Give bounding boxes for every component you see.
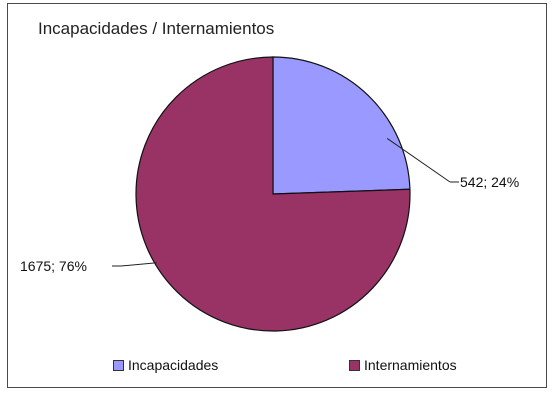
pie-slices [135, 56, 411, 332]
legend-item-incapacidades: Incapacidades [113, 357, 218, 373]
legend-label-internamientos: Internamientos [364, 357, 457, 373]
legend-item-internamientos: Internamientos [349, 357, 457, 373]
leader-line-incapacidades [386, 138, 451, 183]
pie-slice-internamientos [135, 56, 411, 332]
data-label-internamientos: 1675; 76% [20, 258, 87, 274]
data-label-incapacidades: 542; 24% [460, 174, 519, 190]
pie-slice-incapacidades [272, 56, 411, 195]
leader-line-internamientos [120, 262, 157, 267]
legend-swatch-internamientos [349, 359, 360, 371]
legend-label-incapacidades: Incapacidades [128, 357, 219, 373]
chart-title: Incapacidades / Internamientos [38, 19, 275, 38]
legend-swatch-incapacidades [113, 359, 124, 371]
